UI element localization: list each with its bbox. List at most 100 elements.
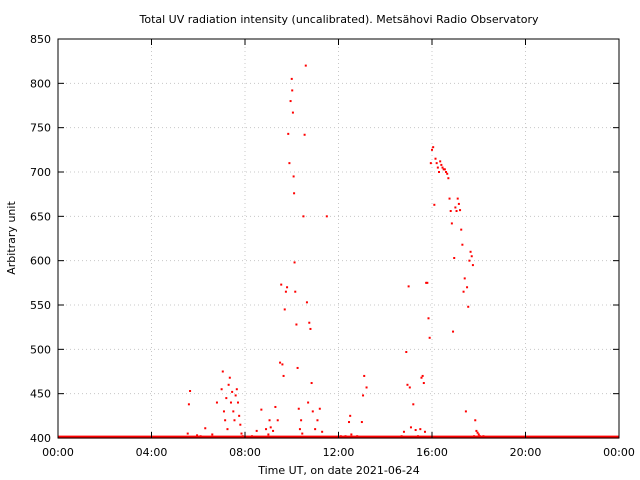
data-point bbox=[477, 433, 480, 436]
data-point bbox=[227, 383, 230, 386]
data-point bbox=[321, 430, 324, 433]
data-point bbox=[445, 171, 448, 173]
data-point bbox=[307, 401, 310, 404]
data-point bbox=[408, 386, 411, 389]
data-point bbox=[467, 305, 470, 308]
data-point bbox=[420, 376, 423, 379]
data-point bbox=[480, 436, 483, 439]
data-point bbox=[363, 374, 366, 377]
data-point bbox=[436, 166, 439, 169]
data-point bbox=[234, 394, 237, 397]
y-axis-ticks: 400 450 500 550 600 650 700 750 800 850 bbox=[30, 33, 619, 445]
data-point bbox=[448, 197, 451, 200]
data-point bbox=[297, 407, 300, 410]
data-point bbox=[360, 421, 363, 424]
data-point bbox=[344, 435, 347, 438]
data-point bbox=[405, 350, 408, 353]
data-point bbox=[449, 210, 452, 213]
data-point bbox=[295, 323, 298, 326]
data-point bbox=[455, 210, 458, 213]
data-point bbox=[232, 410, 235, 413]
data-point bbox=[293, 192, 296, 195]
data-point bbox=[332, 436, 335, 439]
data-point bbox=[348, 421, 351, 424]
data-point bbox=[476, 431, 479, 434]
data-point bbox=[432, 146, 435, 149]
data-point bbox=[470, 255, 473, 258]
data-point bbox=[286, 286, 289, 289]
data-point bbox=[265, 428, 268, 431]
data-point bbox=[242, 436, 245, 439]
data-point bbox=[282, 374, 285, 377]
data-point bbox=[452, 330, 455, 333]
data-point bbox=[482, 435, 485, 438]
data-point bbox=[302, 215, 305, 218]
data-point bbox=[318, 407, 321, 410]
data-point bbox=[301, 432, 304, 435]
data-point bbox=[222, 410, 225, 413]
data-point bbox=[423, 430, 426, 433]
data-point bbox=[238, 414, 241, 417]
data-point bbox=[239, 423, 242, 426]
data-point bbox=[427, 317, 430, 320]
data-point bbox=[466, 286, 469, 289]
data-point bbox=[269, 426, 272, 429]
x-axis-ticks: 00:00 04:00 08:00 12:00 16:00 20:00 00:00 bbox=[42, 39, 635, 459]
data-point bbox=[407, 285, 410, 288]
data-point bbox=[453, 257, 456, 260]
x-axis-label: Time UT, on date 2021-06-24 bbox=[257, 464, 420, 477]
data-point bbox=[231, 390, 234, 393]
x-tick-label: 04:00 bbox=[136, 446, 168, 459]
data-point bbox=[221, 370, 224, 373]
data-point bbox=[431, 148, 433, 151]
data-point bbox=[350, 433, 353, 436]
data-point bbox=[189, 390, 192, 393]
data-point bbox=[284, 290, 287, 293]
data-point bbox=[272, 429, 275, 432]
grid bbox=[58, 39, 619, 438]
y-tick-label: 700 bbox=[30, 166, 51, 179]
data-point bbox=[461, 243, 464, 246]
data-point bbox=[464, 410, 467, 413]
data-point bbox=[311, 410, 314, 413]
data-point bbox=[300, 419, 303, 422]
data-point bbox=[406, 383, 409, 386]
x-tick-label: 20:00 bbox=[510, 446, 542, 459]
data-point bbox=[251, 435, 254, 438]
data-point bbox=[428, 336, 431, 339]
plot-area-border bbox=[57, 38, 620, 439]
data-point bbox=[475, 429, 478, 432]
data-point bbox=[471, 264, 474, 267]
data-point bbox=[447, 177, 450, 180]
data-point bbox=[316, 419, 319, 422]
data-point bbox=[474, 419, 477, 422]
data-point bbox=[226, 428, 229, 431]
data-point bbox=[478, 435, 481, 438]
data-point bbox=[279, 361, 282, 364]
data-point bbox=[412, 403, 415, 406]
data-point bbox=[314, 428, 317, 431]
data-point bbox=[460, 228, 463, 231]
data-point bbox=[459, 209, 462, 212]
data-point bbox=[224, 419, 227, 422]
data-point bbox=[287, 132, 290, 135]
data-point bbox=[290, 77, 293, 80]
data-point bbox=[233, 419, 236, 422]
data-point bbox=[463, 277, 466, 280]
x-tick-label: 08:00 bbox=[229, 446, 261, 459]
data-point bbox=[187, 403, 190, 406]
data-point bbox=[356, 435, 359, 438]
data-point bbox=[305, 301, 308, 304]
data-point bbox=[456, 197, 459, 200]
data-point bbox=[296, 366, 299, 369]
data-point bbox=[468, 259, 471, 262]
data-point bbox=[289, 100, 292, 103]
data-point bbox=[228, 376, 231, 379]
data-point bbox=[434, 157, 437, 160]
data-point bbox=[438, 171, 441, 173]
y-tick-label: 650 bbox=[30, 210, 51, 223]
data-point bbox=[433, 203, 436, 206]
data-point bbox=[429, 162, 432, 165]
data-point bbox=[303, 133, 306, 136]
x-tick-label: 00:00 bbox=[42, 446, 74, 459]
